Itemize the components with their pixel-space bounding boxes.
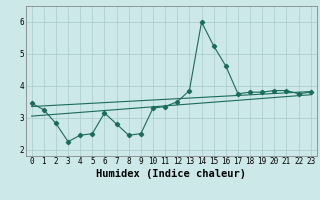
X-axis label: Humidex (Indice chaleur): Humidex (Indice chaleur) (96, 169, 246, 179)
